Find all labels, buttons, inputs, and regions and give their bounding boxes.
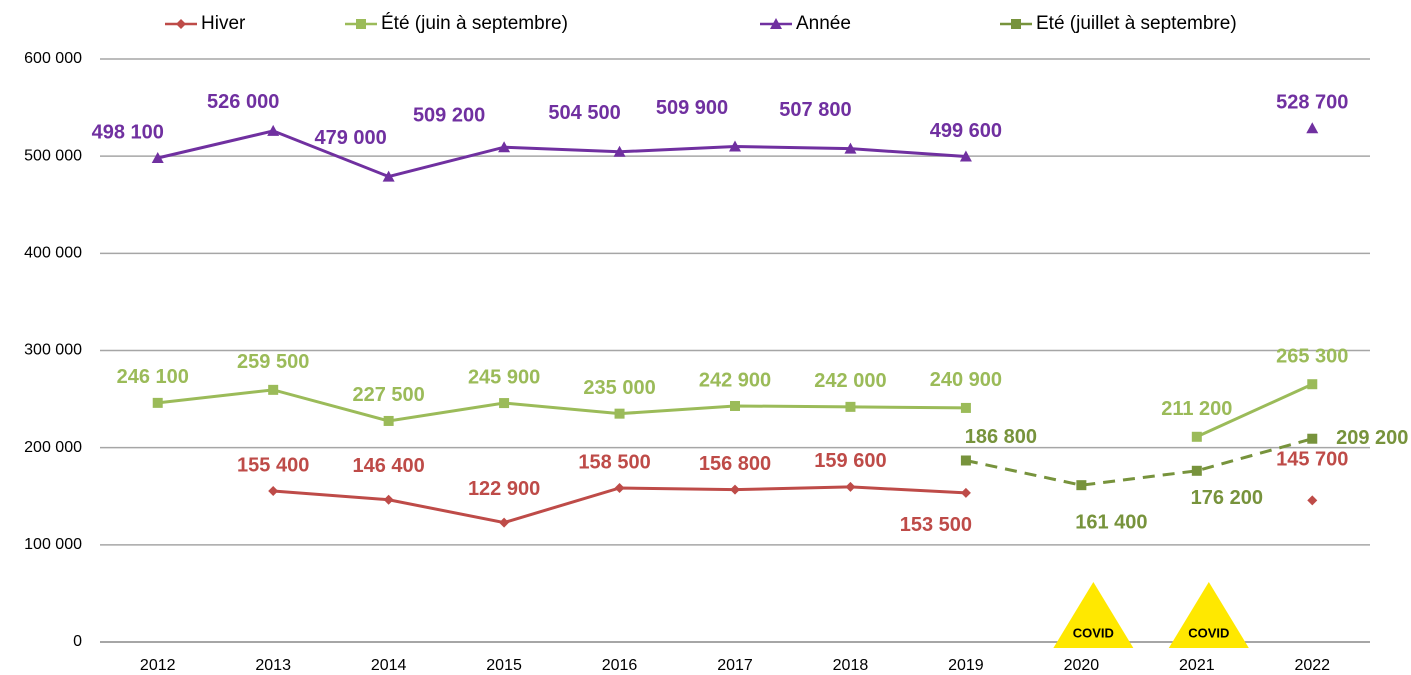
marker bbox=[730, 484, 740, 495]
data-label: 499 600 bbox=[930, 120, 1002, 142]
data-label: 156 800 bbox=[699, 453, 771, 475]
data-label: 227 500 bbox=[352, 384, 424, 406]
marker bbox=[613, 145, 626, 157]
data-label: 161 400 bbox=[1075, 511, 1147, 533]
marker bbox=[614, 482, 625, 493]
annotation: COVID bbox=[1188, 625, 1229, 640]
marker bbox=[770, 18, 782, 29]
x-tick-label: 2021 bbox=[1179, 657, 1215, 674]
marker bbox=[151, 152, 164, 164]
marker bbox=[1307, 495, 1318, 506]
marker bbox=[383, 494, 394, 505]
marker bbox=[1191, 431, 1202, 442]
data-label: 259 500 bbox=[237, 351, 309, 373]
marker bbox=[176, 19, 186, 29]
marker bbox=[383, 415, 394, 426]
data-label: 240 900 bbox=[930, 369, 1002, 391]
marker bbox=[267, 124, 280, 136]
data-label: 509 900 bbox=[656, 97, 728, 119]
data-label: 504 500 bbox=[548, 102, 620, 124]
data-label: 158 500 bbox=[578, 451, 650, 473]
y-tick-label: 400 000 bbox=[24, 245, 82, 262]
marker bbox=[1076, 480, 1087, 491]
marker bbox=[1307, 379, 1318, 390]
marker bbox=[959, 150, 972, 162]
data-label: 498 100 bbox=[92, 121, 164, 143]
marker bbox=[152, 397, 163, 408]
data-label: 145 700 bbox=[1276, 449, 1348, 471]
marker bbox=[382, 170, 395, 182]
data-label: 479 000 bbox=[314, 127, 386, 149]
y-tick-label: 0 bbox=[73, 633, 82, 650]
marker bbox=[844, 142, 857, 154]
data-label: 153 500 bbox=[900, 514, 972, 536]
data-label: 211 200 bbox=[1161, 398, 1232, 420]
legend-label: Été (juin à septembre) bbox=[381, 13, 568, 34]
data-label: 528 700 bbox=[1276, 92, 1348, 114]
y-tick-label: 600 000 bbox=[24, 50, 82, 67]
data-label: 246 100 bbox=[117, 366, 189, 388]
marker bbox=[729, 140, 741, 152]
y-tick-label: 200 000 bbox=[24, 439, 82, 456]
marker bbox=[268, 384, 279, 395]
marker bbox=[498, 141, 511, 153]
data-label: 242 000 bbox=[814, 370, 886, 392]
marker bbox=[845, 401, 856, 412]
data-label: 146 400 bbox=[352, 455, 424, 477]
x-tick-label: 2018 bbox=[833, 657, 869, 674]
marker bbox=[960, 487, 971, 498]
marker bbox=[730, 400, 740, 411]
marker bbox=[356, 19, 366, 29]
y-tick-label: 500 000 bbox=[24, 147, 82, 164]
data-label: 245 900 bbox=[468, 366, 540, 388]
legend-label: Hiver bbox=[201, 13, 246, 34]
data-label: 186 800 bbox=[965, 426, 1037, 448]
data-label: 509 200 bbox=[413, 105, 485, 127]
marker bbox=[1306, 122, 1319, 134]
y-tick-label: 300 000 bbox=[24, 342, 82, 359]
x-tick-label: 2019 bbox=[948, 657, 984, 674]
x-tick-label: 2020 bbox=[1064, 657, 1100, 674]
marker bbox=[1307, 433, 1318, 444]
y-tick-label: 100 000 bbox=[24, 536, 82, 553]
x-tick-label: 2014 bbox=[371, 657, 407, 674]
legend-label: Eté (juillet à septembre) bbox=[1036, 13, 1237, 34]
marker bbox=[960, 455, 971, 466]
x-tick-label: 2017 bbox=[717, 657, 753, 674]
x-tick-label: 2016 bbox=[602, 657, 638, 674]
data-label: 176 200 bbox=[1191, 487, 1263, 509]
data-label: 159 600 bbox=[814, 450, 886, 472]
marker bbox=[614, 408, 625, 419]
data-label: 507 800 bbox=[779, 99, 851, 121]
data-label: 265 300 bbox=[1276, 345, 1348, 367]
series-line bbox=[157, 382, 1313, 439]
data-label: 122 900 bbox=[468, 478, 540, 500]
data-label: 155 400 bbox=[237, 454, 309, 476]
x-tick-label: 2012 bbox=[140, 657, 176, 674]
covid-triangle bbox=[1053, 582, 1134, 648]
marker bbox=[499, 517, 510, 528]
data-label: 242 900 bbox=[699, 369, 771, 391]
series-line bbox=[273, 487, 1312, 523]
data-label: 209 200 bbox=[1336, 427, 1408, 449]
marker bbox=[1011, 19, 1021, 29]
annotation: COVID bbox=[1073, 625, 1114, 640]
covid-triangle bbox=[1168, 582, 1249, 648]
marker bbox=[1191, 465, 1202, 476]
marker bbox=[499, 398, 510, 409]
marker bbox=[960, 402, 971, 413]
marker bbox=[268, 486, 279, 497]
x-tick-label: 2015 bbox=[486, 657, 522, 674]
x-tick-label: 2022 bbox=[1294, 657, 1330, 674]
data-label: 526 000 bbox=[207, 91, 279, 113]
legend-label: Année bbox=[796, 13, 851, 34]
marker bbox=[845, 481, 856, 492]
data-label: 235 000 bbox=[583, 377, 655, 399]
x-tick-label: 2013 bbox=[255, 657, 291, 674]
